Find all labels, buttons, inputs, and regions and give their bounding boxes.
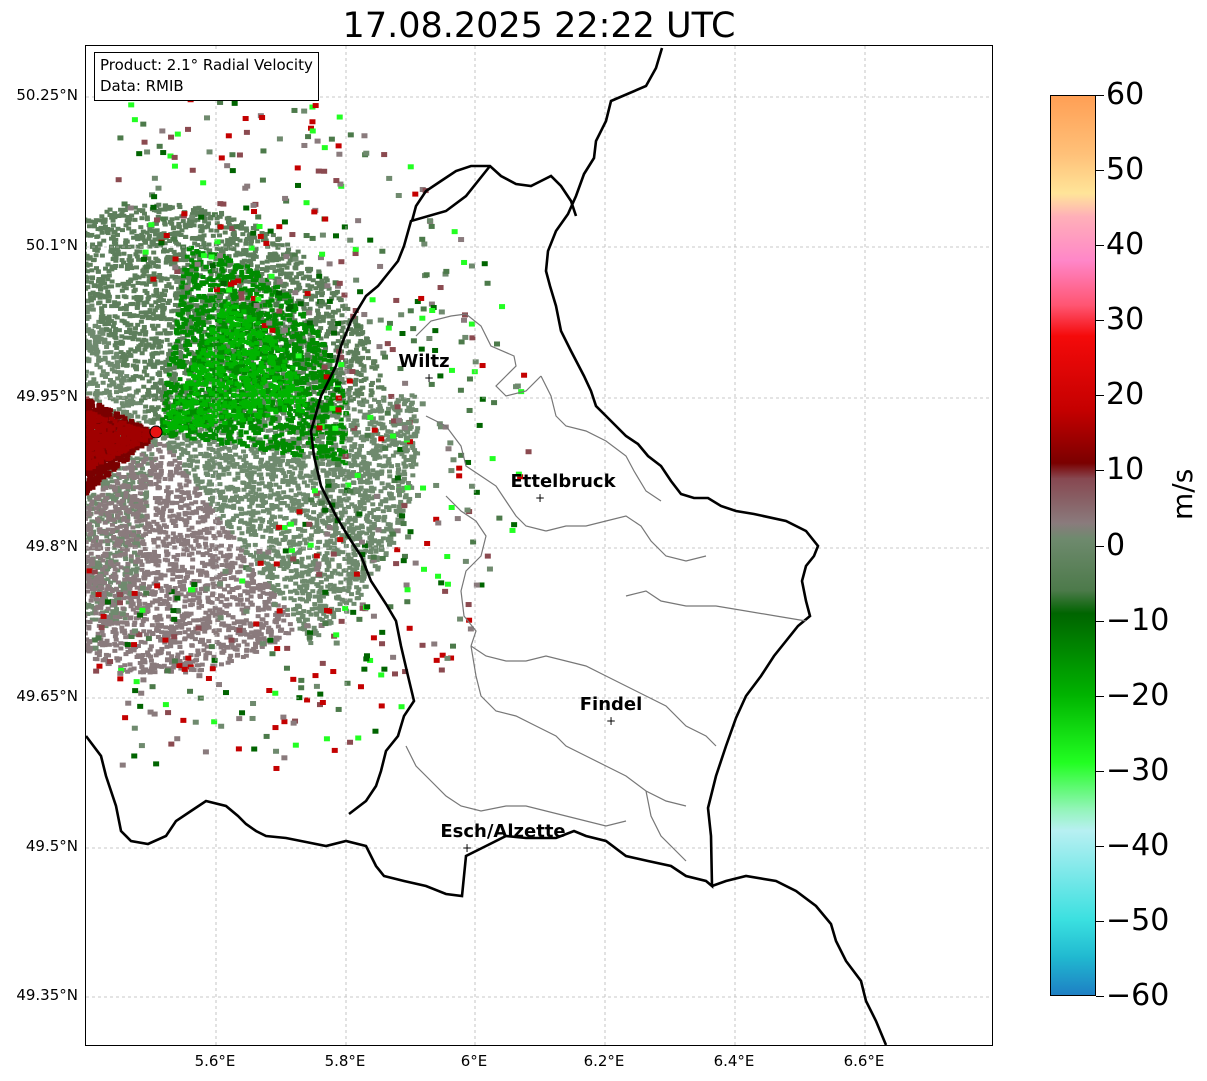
colorbar-tick-label: 40	[1106, 227, 1145, 263]
lat-label-49-8: 49.8°N	[25, 537, 78, 555]
colorbar-tick-label: 10	[1106, 452, 1145, 488]
city-label-findel: Findel	[579, 694, 643, 715]
velocity-colorbar	[1050, 95, 1096, 996]
data-source-label: Data: RMIB	[100, 77, 184, 95]
luxembourg-west-border	[309, 165, 492, 816]
colorbar-tick-label: 20	[1106, 377, 1145, 413]
lat-label-49-5: 49.5°N	[25, 837, 78, 855]
city-label-wiltz: Wiltz	[398, 351, 450, 372]
radar-map[interactable]	[85, 45, 993, 1046]
colorbar-tick-label: −10	[1106, 602, 1170, 638]
colorbar-tick	[1096, 996, 1104, 997]
colorbar-unit-label: m/s	[1166, 468, 1199, 520]
lat-label-49-35: 49.35°N	[16, 986, 78, 1004]
lon-label-5-8: 5.8°E	[324, 1052, 366, 1070]
lon-label-6: 6°E	[460, 1052, 488, 1070]
colorbar-tick	[1096, 695, 1104, 697]
city-label-ettelbruck: Ettelbruck	[510, 471, 616, 492]
colorbar-tick-label: −30	[1106, 752, 1170, 788]
lon-label-6-4: 6.4°E	[713, 1052, 755, 1070]
lon-label-6-2: 6.2°E	[583, 1052, 625, 1070]
lat-label-50-1: 50.1°N	[25, 236, 78, 254]
product-info-box: Product: 2.1° Radial Velocity Data: RMIB	[94, 52, 319, 101]
colorbar-tick	[1096, 170, 1104, 172]
city-marker-esch-alzette: +	[461, 841, 473, 855]
colorbar-tick	[1096, 620, 1104, 622]
graticule	[86, 46, 992, 1045]
luxembourg-border	[86, 47, 820, 898]
canton-borders	[405, 313, 807, 862]
colorbar-tick-label: −50	[1106, 902, 1170, 938]
colorbar-tick	[1096, 920, 1104, 922]
colorbar-tick-label: −20	[1106, 677, 1170, 713]
colorbar-tick-label: 30	[1106, 302, 1145, 338]
map-title: 17.08.2025 22:22 UTC	[342, 6, 736, 46]
colorbar-tick	[1096, 845, 1104, 847]
map-canvas	[86, 46, 992, 1045]
city-marker-ettelbruck: +	[534, 491, 546, 505]
colorbar-tick	[1096, 95, 1104, 96]
city-label-esch-alzette: Esch/Alzette	[440, 821, 566, 842]
colorbar-tick-label: 0	[1106, 527, 1126, 563]
colorbar-tick	[1096, 320, 1104, 322]
colorbar-tick	[1096, 470, 1104, 472]
lat-label-49-95: 49.95°N	[16, 387, 78, 405]
radar-echoes	[86, 69, 532, 771]
colorbar-tick	[1096, 245, 1104, 247]
colorbar-tick-label: 60	[1106, 77, 1145, 112]
colorbar-tick	[1096, 395, 1104, 397]
colorbar-tick-label: 50	[1106, 152, 1145, 188]
radar-site-marker	[149, 425, 163, 439]
lon-label-5-6: 5.6°E	[194, 1052, 236, 1070]
colorbar-tick-label: −40	[1106, 827, 1170, 863]
germany-border-east	[711, 874, 888, 1045]
city-marker-findel: +	[605, 714, 617, 728]
product-label: Product: 2.1° Radial Velocity	[100, 56, 313, 74]
colorbar-tick	[1096, 770, 1104, 772]
colorbar-tick-label: −60	[1106, 978, 1170, 1013]
lat-label-49-65: 49.65°N	[16, 687, 78, 705]
lon-label-6-6: 6.6°E	[843, 1052, 885, 1070]
lat-label-50-25: 50.25°N	[16, 86, 78, 104]
colorbar-tick	[1096, 545, 1104, 547]
city-marker-wiltz: +	[423, 371, 435, 385]
luxembourg-north-border	[410, 164, 578, 222]
